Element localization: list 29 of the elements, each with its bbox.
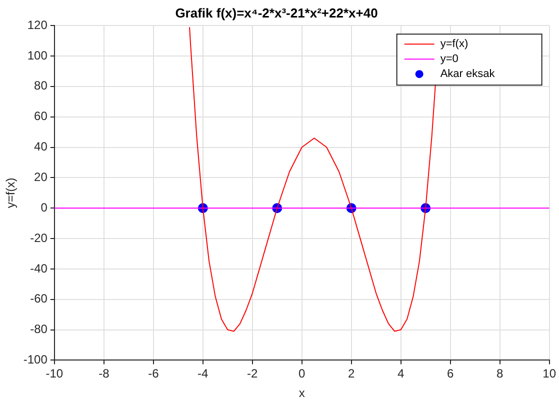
legend-label: Akar eksak: [440, 68, 496, 80]
y-tick-label: -100: [23, 352, 48, 367]
y-tick-label: -60: [30, 292, 48, 306]
x-tick-label: 10: [542, 366, 556, 381]
x-tick-label: -4: [198, 366, 209, 381]
y-tick-label: 100: [27, 48, 48, 62]
x-tick-label: 4: [398, 366, 405, 381]
y-tick-label: 40: [34, 140, 48, 154]
y-tick-label: 80: [34, 78, 48, 93]
y-tick-label: 20: [34, 170, 48, 184]
y-tick-label: 0: [40, 200, 48, 214]
x-tick-label: 8: [496, 366, 504, 381]
x-tick-label: 0: [298, 366, 306, 381]
legend-label: y=0: [440, 53, 458, 66]
x-tick-label: -6: [148, 366, 160, 381]
y-tick-label: -80: [30, 322, 48, 336]
x-tick-label: -8: [98, 366, 110, 381]
x-tick-label: 6: [447, 366, 454, 381]
y-tick-label: -40: [30, 261, 48, 276]
x-tick-label: -10: [46, 366, 64, 381]
x-tick-label: 2: [348, 366, 356, 381]
y-tick-label: 60: [34, 109, 48, 124]
legend-label: y=f(x): [440, 38, 468, 50]
y-axis-title: y=f(x): [4, 178, 18, 208]
y-tick-label: 120: [27, 18, 48, 32]
x-tick-label: -2: [247, 366, 258, 381]
x-axis-title: x: [298, 386, 305, 400]
chart-title: Grafik f(x)=x⁴-2*x³-21*x²+22*x+40: [175, 5, 378, 20]
y-tick-label: -20: [30, 230, 48, 245]
